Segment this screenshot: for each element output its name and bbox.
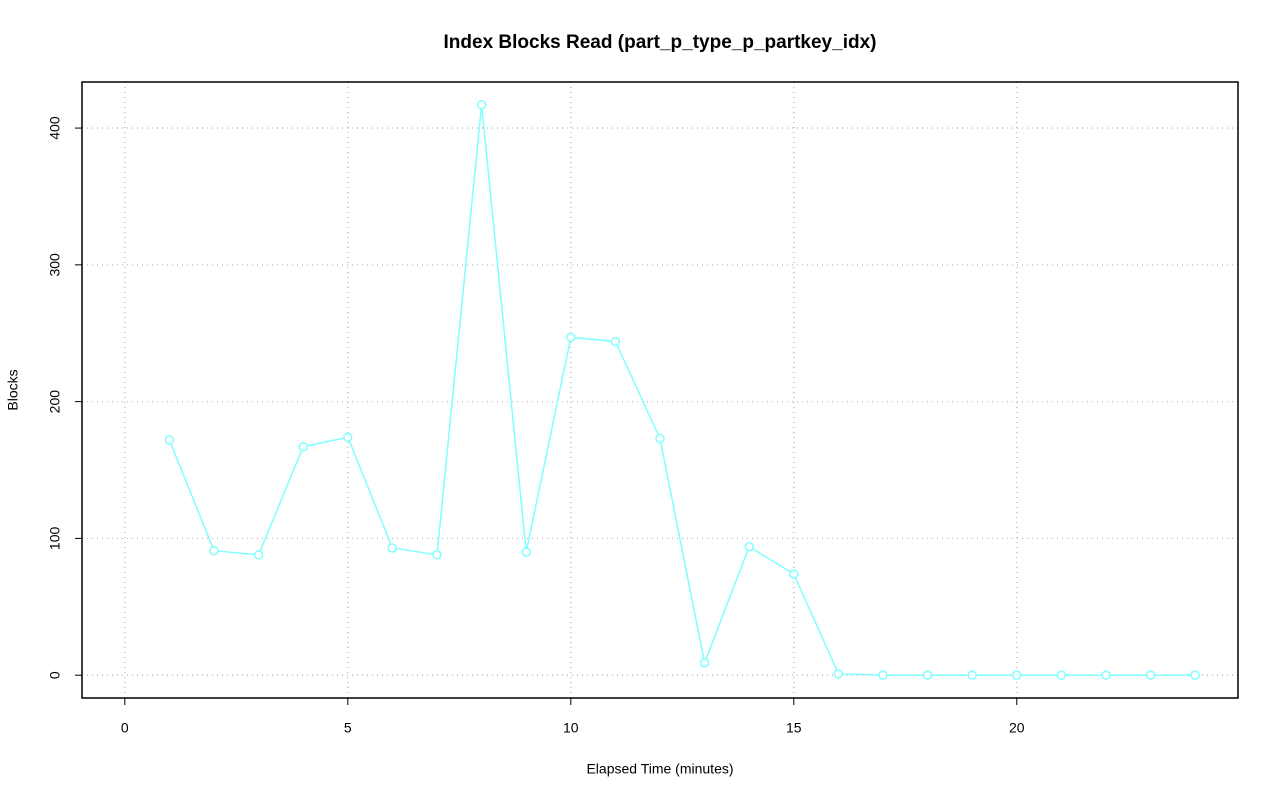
data-point bbox=[655, 433, 665, 444]
x-tick-label: 0 bbox=[121, 720, 129, 736]
data-point bbox=[343, 432, 353, 442]
x-tick-label: 5 bbox=[344, 720, 352, 736]
data-point bbox=[922, 670, 933, 680]
y-tick-label: 0 bbox=[47, 671, 63, 679]
data-point bbox=[164, 435, 175, 445]
data-point bbox=[699, 658, 710, 668]
data-point bbox=[1145, 670, 1156, 680]
data-point bbox=[209, 545, 219, 556]
data-point bbox=[610, 336, 621, 347]
data-point bbox=[432, 550, 442, 560]
x-tick-label: 20 bbox=[1009, 720, 1025, 736]
data-point bbox=[1056, 670, 1067, 680]
chart-title: Index Blocks Read (part_p_type_p_partkey… bbox=[444, 32, 877, 53]
y-tick-label: 300 bbox=[47, 253, 63, 277]
data-point bbox=[744, 541, 754, 552]
y-tick-label: 200 bbox=[47, 390, 63, 414]
data-point bbox=[298, 442, 308, 452]
x-tick-label: 10 bbox=[563, 720, 579, 736]
data-point bbox=[566, 332, 576, 343]
x-tick-label: 15 bbox=[786, 720, 802, 736]
data-point bbox=[1101, 670, 1111, 680]
y-tick-label: 100 bbox=[47, 527, 63, 551]
x-axis-label: Elapsed Time (minutes) bbox=[586, 761, 733, 777]
data-point bbox=[1190, 670, 1200, 680]
data-point bbox=[833, 669, 844, 679]
data-point bbox=[476, 100, 487, 110]
data-point bbox=[387, 543, 398, 553]
y-axis-label: Blocks bbox=[5, 369, 21, 410]
data-point bbox=[878, 670, 888, 680]
data-point bbox=[789, 569, 799, 579]
plot-frame bbox=[81, 81, 1239, 699]
data-point bbox=[1012, 670, 1022, 680]
series-line bbox=[168, 104, 1196, 676]
y-tick-label: 400 bbox=[47, 116, 63, 140]
data-point bbox=[253, 550, 264, 560]
data-point bbox=[521, 547, 531, 557]
data-point bbox=[967, 670, 977, 680]
